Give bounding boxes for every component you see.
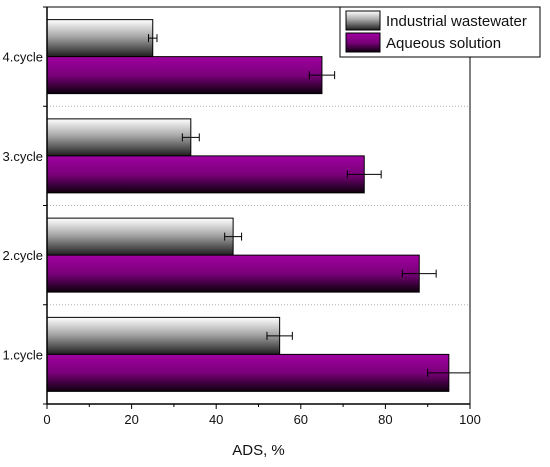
- bar-aqueous-2.cycle: [46, 254, 420, 293]
- bar-industrial-1.cycle: [46, 316, 281, 355]
- bar-industrial-4.cycle: [46, 19, 154, 58]
- category-label: 3.cycle: [3, 149, 43, 164]
- axes: [43, 6, 471, 409]
- x-tick-label: 40: [209, 412, 223, 427]
- bar-industrial-3.cycle: [46, 118, 192, 157]
- labels: 1.cycle 2.cycle 3.cycle 4.cycle 0 20 40 60 80 100…: [3, 50, 481, 459]
- legend-swatch-aqueous: [345, 32, 381, 53]
- legend-swatch-industrial: [345, 10, 381, 31]
- x-tick-label: 100: [459, 412, 481, 427]
- category-label: 1.cycle: [3, 347, 43, 362]
- bar-aqueous-1.cycle: [46, 353, 450, 392]
- category-label: 2.cycle: [3, 248, 43, 263]
- legend: Industrial wastewater Aqueous solution: [339, 6, 541, 58]
- x-tick-label: 20: [124, 412, 138, 427]
- bar-aqueous-4.cycle: [46, 56, 323, 95]
- bars: [46, 19, 471, 392]
- legend-label-aqueous: Aqueous solution: [386, 35, 501, 52]
- bar-industrial-2.cycle: [46, 217, 234, 256]
- x-tick-label: 60: [294, 412, 308, 427]
- bar-aqueous-3.cycle: [46, 155, 365, 194]
- x-tick-label: 80: [378, 412, 392, 427]
- x-tick-label: 0: [43, 412, 50, 427]
- x-axis-title: ADS, %: [232, 442, 285, 459]
- legend-label-industrial: Industrial wastewater: [386, 13, 527, 30]
- category-label: 4.cycle: [3, 50, 43, 65]
